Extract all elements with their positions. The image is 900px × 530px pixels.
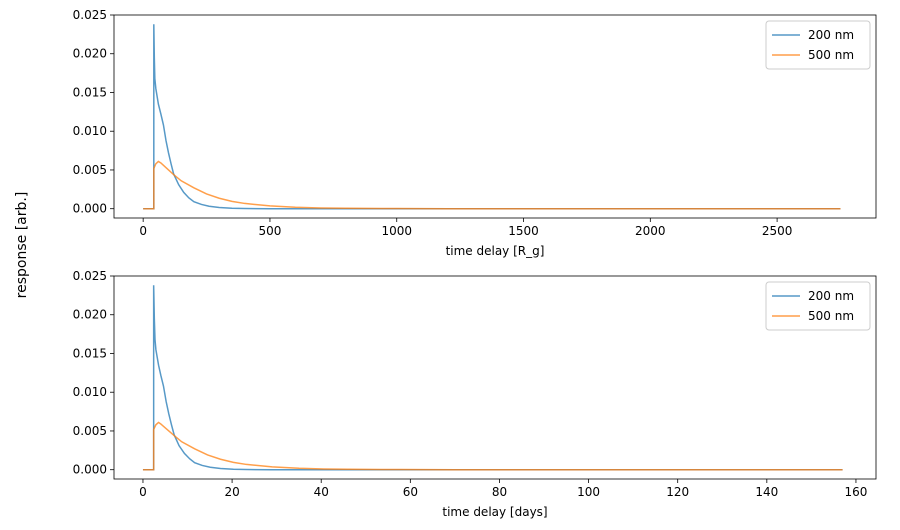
series-line-500-nm: [143, 160, 841, 210]
axes-frame: [113, 275, 877, 480]
x-tick-label: 120: [666, 485, 689, 499]
x-tick-label: 0: [139, 485, 147, 499]
y-tick-label: 0.020: [73, 47, 107, 61]
figure-ylabel: response [arb.]: [14, 192, 30, 299]
y-tick-label: 0.000: [73, 463, 107, 477]
y-tick-label: 0.005: [73, 163, 107, 177]
x-axis-label: time delay [R_g]: [446, 244, 545, 258]
y-tick-label: 0.000: [73, 202, 107, 216]
legend-label: 200 nm: [808, 289, 854, 303]
y-tick-label: 0.015: [73, 346, 107, 360]
legend-label: 500 nm: [808, 48, 854, 62]
axes-frame: [113, 14, 877, 219]
x-tick-label: 140: [755, 485, 778, 499]
y-tick-label: 0.020: [73, 308, 107, 322]
top-panel: 0 500 1000 1500 2000 2500 0.000 0.005 0.010 0.015…: [73, 8, 877, 258]
x-tick-label: 500: [258, 224, 281, 238]
x-tick-label: 40: [314, 485, 329, 499]
x-tick-label: 1500: [508, 224, 539, 238]
x-tick-label: 60: [403, 485, 418, 499]
y-tick-label: 0.015: [73, 85, 107, 99]
x-tick-label: 2000: [635, 224, 666, 238]
x-tick-label: 20: [224, 485, 239, 499]
legend-box: [765, 281, 871, 331]
x-tick-label: 100: [577, 485, 600, 499]
y-tick-label: 0.005: [73, 424, 107, 438]
x-tick-label: 1000: [381, 224, 412, 238]
x-axis-label: time delay [days]: [442, 505, 547, 519]
legend-box: [765, 20, 871, 70]
y-tick-label: 0.010: [73, 124, 107, 138]
bottom-panel: 0 20 40 60 80 100 120 140 160 0.000 0.005 0.010 0.01…: [73, 269, 877, 519]
y-tick-label: 0.010: [73, 385, 107, 399]
y-tick-label: 0.025: [73, 8, 107, 22]
x-tick-label: 2500: [762, 224, 793, 238]
legend-label: 500 nm: [808, 309, 854, 323]
x-tick-label: 0: [139, 224, 147, 238]
legend-label: 200 nm: [808, 28, 854, 42]
y-tick-label: 0.025: [73, 269, 107, 283]
x-tick-label: 160: [844, 485, 867, 499]
x-tick-label: 80: [492, 485, 507, 499]
series-line-500-nm: [142, 421, 843, 471]
